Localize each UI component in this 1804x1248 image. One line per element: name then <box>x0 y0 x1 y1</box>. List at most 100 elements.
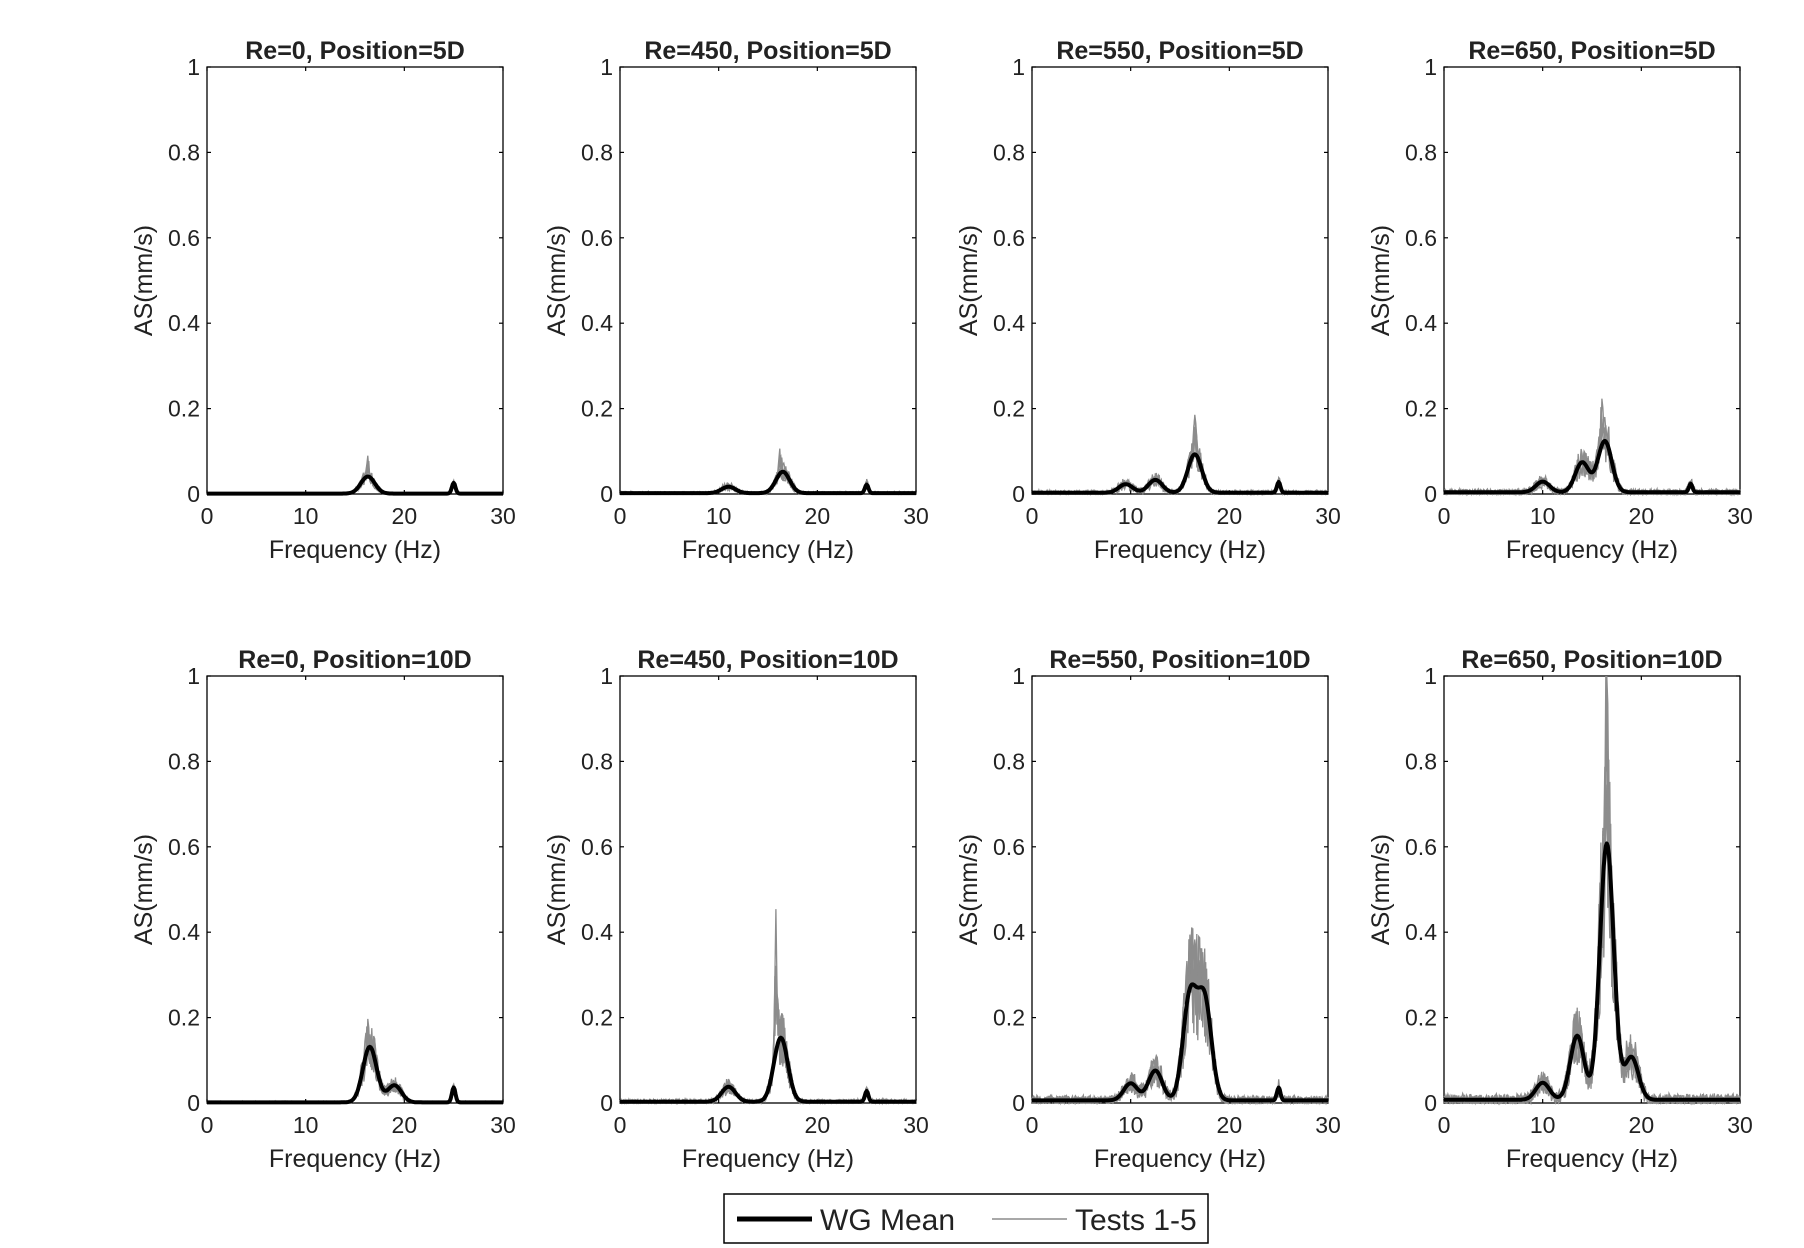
y-tick-label: 0.8 <box>1405 139 1437 165</box>
x-tick-label: 20 <box>805 503 831 529</box>
x-tick-label: 20 <box>392 503 418 529</box>
test-series-line <box>1443 675 1741 1106</box>
y-tick-label: 1 <box>187 54 200 80</box>
x-tick-label: 30 <box>1727 503 1753 529</box>
y-tick-label: 0.6 <box>168 225 200 251</box>
y-tick-label: 0.6 <box>168 834 200 860</box>
axes-box <box>206 675 504 1104</box>
mean-series-line <box>1443 841 1741 1102</box>
test-series-line <box>206 1018 504 1105</box>
test-series-line <box>619 909 917 1106</box>
y-axis-label: AS(mm/s) <box>955 834 983 945</box>
mean-series-line <box>619 1035 917 1104</box>
x-tick-label: 0 <box>1438 503 1451 529</box>
y-tick-label: 0 <box>1012 1090 1025 1116</box>
y-tick-label: 0.8 <box>1405 748 1437 774</box>
legend-label-tests: Tests 1-5 <box>1075 1204 1197 1237</box>
y-tick-label: 0.8 <box>168 748 200 774</box>
y-tick-label: 0.2 <box>581 1005 613 1031</box>
test-series-line <box>206 1026 503 1105</box>
y-tick-label: 0 <box>600 1090 613 1116</box>
panel-title: Re=450, Position=10D <box>637 646 898 674</box>
x-tick-label: 20 <box>1217 1112 1243 1138</box>
test-series-line <box>619 965 917 1105</box>
y-tick-label: 0.8 <box>993 139 1025 165</box>
panel-title: Re=650, Position=5D <box>1468 37 1715 65</box>
y-tick-label: 0.6 <box>581 834 613 860</box>
y-tick-label: 0.8 <box>993 748 1025 774</box>
y-tick-label: 0 <box>1012 481 1025 507</box>
mean-series-line <box>1443 438 1741 495</box>
x-tick-label: 20 <box>1629 1112 1655 1138</box>
test-series-line <box>1443 398 1741 497</box>
y-tick-label: 0.2 <box>993 396 1025 422</box>
y-tick-label: 0.4 <box>1405 919 1437 945</box>
subplot-grid: Re=0, Position=5D0 10 20 3000.20.40.60.81Fr… <box>130 37 1753 1173</box>
y-tick-label: 0.6 <box>581 225 613 251</box>
subplot: Re=550, Position=10D 0 10 20 30 0 0.2 0.4 0.6 0.8… <box>955 646 1341 1173</box>
test-series-line <box>206 1028 503 1105</box>
y-tick-label: 1 <box>1424 663 1437 689</box>
x-tick-label: 0 <box>201 1112 214 1138</box>
x-axis-label: Frequency (Hz) <box>682 536 854 564</box>
x-axis-label: Frequency (Hz) <box>1506 536 1678 564</box>
y-tick-label: 1 <box>1012 54 1025 80</box>
mean-series-line <box>206 1044 504 1105</box>
x-axis-label: Frequency (Hz) <box>1506 1145 1678 1173</box>
x-tick-label: 30 <box>490 503 516 529</box>
y-tick-label: 1 <box>1424 54 1437 80</box>
y-tick-label: 1 <box>600 54 613 80</box>
mean-series-line <box>1031 452 1329 495</box>
legend: WG Mean Tests 1-5 <box>723 1193 1209 1244</box>
test-series-line <box>1031 934 1329 1106</box>
mean-series-line <box>206 474 504 496</box>
y-tick-label: 0.6 <box>993 834 1025 860</box>
x-tick-label: 0 <box>1026 1112 1039 1138</box>
y-tick-label: 0.6 <box>993 225 1025 251</box>
test-series-line <box>1443 425 1741 497</box>
panel-title: Re=0, Position=10D <box>238 646 471 674</box>
x-tick-label: 30 <box>1315 1112 1341 1138</box>
y-tick-label: 0.2 <box>1405 396 1437 422</box>
y-tick-label: 0.4 <box>581 310 613 336</box>
axes-box <box>619 675 917 1104</box>
subplot: Re=0, Position=5D 0 10 20 30 0 0.2 0.4 0.6 0.8 1 Fr… <box>130 37 516 564</box>
subplot: Re=450, Position=10D 0 10 20 30 0 0.2 0.4 0.6 0.8… <box>543 646 929 1173</box>
x-tick-label: 30 <box>1315 503 1341 529</box>
y-tick-label: 0 <box>600 481 613 507</box>
x-tick-label: 10 <box>1118 503 1144 529</box>
y-tick-label: 0.8 <box>168 139 200 165</box>
axes-box <box>1443 675 1741 1104</box>
axes-box <box>619 66 917 495</box>
test-series-line <box>1031 426 1329 496</box>
x-tick-label: 10 <box>706 1112 732 1138</box>
legend-label-mean: WG Mean <box>820 1204 955 1237</box>
panel-title: Re=550, Position=10D <box>1049 646 1310 674</box>
x-tick-label: 30 <box>490 1112 516 1138</box>
x-tick-label: 20 <box>1629 503 1655 529</box>
y-tick-label: 0.4 <box>1405 310 1437 336</box>
x-axis-label: Frequency (Hz) <box>682 1145 854 1173</box>
y-tick-label: 0.8 <box>581 139 613 165</box>
test-series-line <box>1443 423 1741 497</box>
x-axis-label: Frequency (Hz) <box>1094 536 1266 564</box>
axes-box <box>1031 66 1329 495</box>
axes-box <box>206 66 504 495</box>
y-axis-label: AS(mm/s) <box>130 834 158 945</box>
y-axis-label: AS(mm/s) <box>955 225 983 336</box>
x-tick-label: 10 <box>1118 1112 1144 1138</box>
y-tick-label: 0.4 <box>581 919 613 945</box>
x-tick-label: 30 <box>1727 1112 1753 1138</box>
subplot: Re=450, Position=5D 0 10 20 30 0 0.2 0.4 0.6 0.8 1… <box>543 37 929 564</box>
axes-box <box>1031 675 1329 1104</box>
y-axis-label: AS(mm/s) <box>543 834 571 945</box>
y-tick-label: 0 <box>1424 1090 1437 1116</box>
x-tick-label: 20 <box>805 1112 831 1138</box>
y-axis-label: AS(mm/s) <box>1367 834 1395 945</box>
mean-series-line <box>619 469 917 496</box>
x-tick-label: 0 <box>1438 1112 1451 1138</box>
y-tick-label: 0.2 <box>168 1005 200 1031</box>
test-series-line <box>1443 418 1741 497</box>
y-tick-label: 0 <box>187 481 200 507</box>
